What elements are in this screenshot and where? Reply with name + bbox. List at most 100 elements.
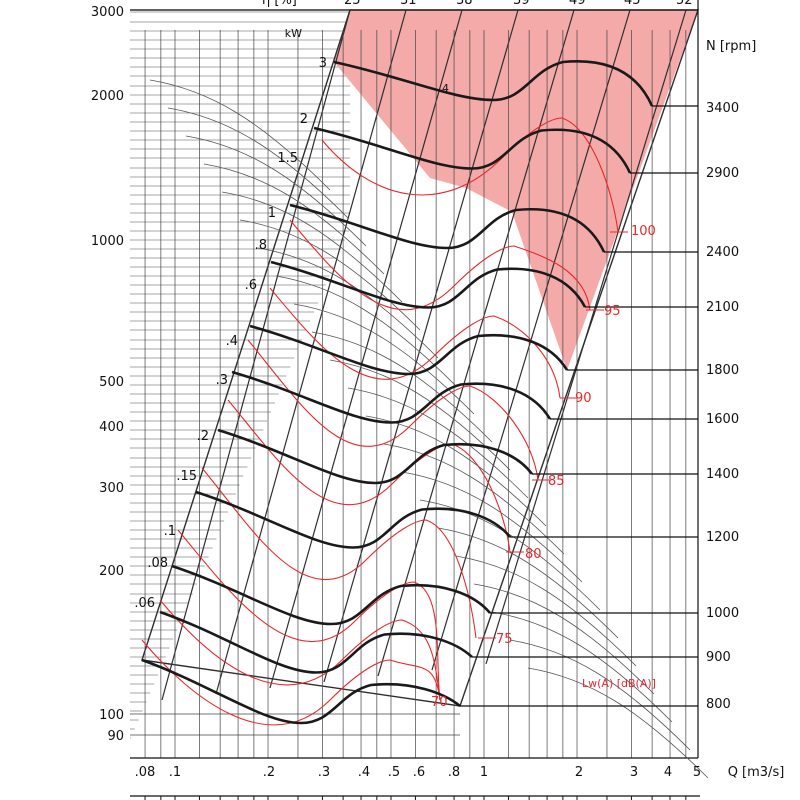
x-tick-label: .4 <box>358 765 370 780</box>
power-curve <box>185 135 367 247</box>
power-tick-label: .2 <box>197 429 209 444</box>
y-tick-label: 100 <box>99 708 124 723</box>
x-tick-label: 3 <box>630 765 638 780</box>
speed-curve <box>231 370 552 424</box>
speed-curve <box>217 428 534 485</box>
x-tick-label: 2 <box>575 765 583 780</box>
power-curve <box>527 667 709 779</box>
sound-curve <box>289 219 591 311</box>
sound-curve <box>247 339 539 481</box>
speed-curve <box>313 126 632 174</box>
bottom-scale <box>130 795 700 800</box>
sound-curve <box>159 599 441 701</box>
power-tick-label: .6 <box>245 278 257 293</box>
x-tick-label: .3 <box>318 765 330 780</box>
speed-curve <box>289 203 606 253</box>
speed-axis-labels: N [rpm] 3400 2900 2400 2100 1800 1600 14… <box>706 39 756 712</box>
speed-curve <box>159 610 473 674</box>
power-curve <box>167 107 349 219</box>
speed-curve <box>270 260 587 309</box>
efficiency-axis-label: η [%] <box>262 0 297 8</box>
y-tick-label: 300 <box>99 481 124 496</box>
efficiency-tick-label: 31 <box>400 0 417 8</box>
speed-curve <box>195 490 512 549</box>
speed-curves <box>141 60 654 725</box>
power-tick-label: 2 <box>300 112 308 127</box>
grid-slant-line <box>485 9 687 665</box>
efficiency-tick-label: 38 <box>456 0 473 8</box>
x-axis-tick-labels: .08 .1 .2 .3 .4 .5 .6 .8 1 2 3 4 5 Q [m3… <box>135 765 785 780</box>
sound-power-labels: 100 95 90 85 80 75 70 Lw(A) [dB(A)] <box>431 224 656 710</box>
efficiency-tick-label: 25 <box>344 0 361 8</box>
power-curve <box>347 387 529 499</box>
power-tick-labels: kW 3 2 1.5 1 .8 .6 .4 .3 .2 .15 .1 .08 .… <box>134 27 327 611</box>
sound-power-label: 90 <box>575 391 592 406</box>
sound-power-label: 70 <box>431 695 448 710</box>
speed-curve <box>249 324 569 376</box>
speed-axis-title: N [rpm] <box>706 39 756 54</box>
sound-power-label: 75 <box>496 632 513 647</box>
x-tick-label: .5 <box>388 765 400 780</box>
x-tick-label: .1 <box>169 765 181 780</box>
speed-tick-label: 2400 <box>706 245 739 260</box>
grid-slant-line <box>269 9 463 689</box>
power-tick-label: .3 <box>216 373 228 388</box>
speed-tick-label: 900 <box>706 650 731 665</box>
grid-slant-line <box>323 9 519 683</box>
grid-slant-line <box>377 9 575 677</box>
x-tick-label: .2 <box>263 765 275 780</box>
power-curve <box>275 275 457 387</box>
power-tick-label: .08 <box>147 556 168 571</box>
power-curve <box>239 219 421 331</box>
speed-curve <box>333 60 654 107</box>
power-curve <box>149 79 331 191</box>
power-curve <box>203 163 385 275</box>
grid-slant-line <box>161 9 351 701</box>
curve-marker-label: 4 <box>442 82 449 95</box>
efficiency-tick-label: 45 <box>624 0 641 8</box>
power-curve <box>365 415 547 527</box>
power-tick-label: .15 <box>176 469 197 484</box>
speed-tick-label: 1000 <box>706 606 739 621</box>
speed-leader-lines <box>460 105 698 707</box>
y-tick-label: 400 <box>99 420 124 435</box>
power-curve <box>437 527 619 639</box>
y-tick-label: 1000 <box>91 234 124 249</box>
y-tick-label: 200 <box>99 564 124 579</box>
speed-tick-label: 1200 <box>706 530 739 545</box>
speed-curve <box>171 564 491 626</box>
efficiency-header: η [%] 25 31 38 39 49 45 52 <box>262 0 693 8</box>
efficiency-tick-label: 49 <box>569 0 586 8</box>
x-tick-label: .6 <box>413 765 425 780</box>
sound-power-label: 100 <box>631 224 656 239</box>
power-tick-label: .1 <box>164 524 176 539</box>
sound-power-axis-label: Lw(A) [dB(A)] <box>582 677 656 690</box>
speed-tick-label: 1400 <box>706 467 739 482</box>
x-tick-label: 4 <box>664 765 672 780</box>
power-curve <box>455 555 637 667</box>
power-tick-label: .06 <box>134 596 155 611</box>
grid-slant-line <box>215 9 407 695</box>
power-curve <box>383 443 565 555</box>
power-curve <box>509 639 691 751</box>
x-tick-label: 5 <box>693 765 701 780</box>
sound-curve <box>177 529 441 701</box>
speed-tick-label: 1600 <box>706 412 739 427</box>
power-curve <box>401 471 583 583</box>
power-curve <box>491 611 673 723</box>
power-curve <box>311 331 493 443</box>
chart-grid <box>130 9 699 759</box>
x-axis-title: Q [m3/s] <box>728 765 785 780</box>
y-tick-label: 3000 <box>91 5 124 20</box>
speed-tick-label: 1800 <box>706 363 739 378</box>
y-tick-label: 90 <box>107 729 124 744</box>
power-tick-label: 1.5 <box>277 151 298 166</box>
x-tick-label: 1 <box>480 765 488 780</box>
speed-curve <box>141 658 461 725</box>
y-axis-tick-labels: 3000 2000 1000 500 400 300 200 100 90 <box>91 5 124 744</box>
x-tick-label: .08 <box>135 765 156 780</box>
sound-power-label: 95 <box>604 304 621 319</box>
speed-tick-label: 2900 <box>706 166 739 181</box>
efficiency-tick-label: 52 <box>676 0 693 8</box>
y-tick-label: 500 <box>99 375 124 390</box>
